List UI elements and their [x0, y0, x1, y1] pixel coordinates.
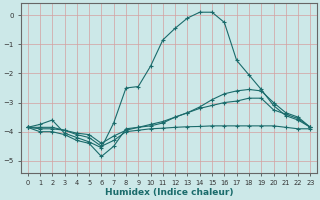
X-axis label: Humidex (Indice chaleur): Humidex (Indice chaleur)	[105, 188, 233, 197]
